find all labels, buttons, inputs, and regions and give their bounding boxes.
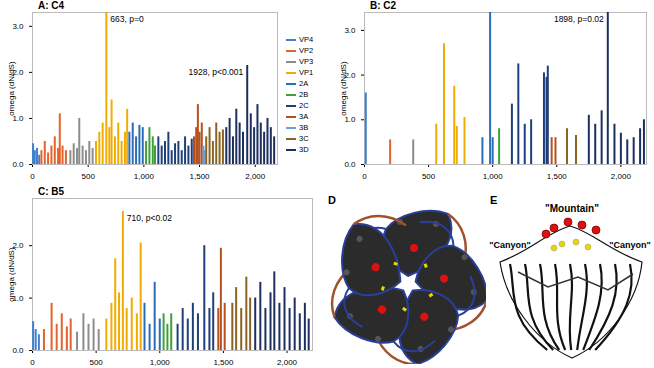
html-text:2C: 2C	[299, 101, 309, 110]
html-text:B: C2: B: C2	[370, 0, 397, 11]
html-text:C: B5: C: B5	[38, 186, 65, 197]
svg-text:3.0: 3.0	[12, 22, 24, 31]
html-text:VP1: VP1	[299, 68, 314, 77]
svg-text:0.0: 0.0	[344, 160, 356, 169]
svg-text:3.0: 3.0	[344, 26, 356, 35]
svg-text:2,000: 2,000	[277, 358, 298, 367]
svg-text:2.0: 2.0	[12, 67, 24, 77]
svg-text:1,500: 1,500	[190, 172, 211, 181]
html-text:2B: 2B	[299, 90, 309, 99]
svg-text:1,000: 1,000	[483, 172, 504, 181]
svg-text:1.0: 1.0	[344, 115, 356, 124]
html-text:VP3: VP3	[299, 57, 314, 66]
html-text:2A: 2A	[299, 79, 309, 88]
svg-text:1,500: 1,500	[213, 358, 234, 367]
svg-text:1,500: 1,500	[547, 172, 568, 181]
html-text:VP2: VP2	[299, 46, 314, 55]
html-text:A: C4: A: C4	[38, 0, 65, 11]
svg-text:1898, p=0.02: 1898, p=0.02	[554, 14, 604, 24]
svg-text:"Mountain": "Mountain"	[545, 203, 599, 214]
html-text:3B: 3B	[299, 123, 309, 132]
svg-text:663, p=0: 663, p=0	[110, 14, 144, 24]
svg-text:1.0: 1.0	[12, 293, 24, 303]
html-text:3C: 3C	[299, 134, 309, 143]
svg-text:500: 500	[422, 172, 436, 181]
html-text:VP4: VP4	[299, 35, 314, 44]
html-text:3A: 3A	[299, 112, 309, 121]
svg-text:2.0: 2.0	[344, 70, 356, 80]
svg-text:500: 500	[82, 172, 96, 181]
svg-text:1928, p<0.001: 1928, p<0.001	[189, 67, 244, 77]
svg-text:omega (dN/dS): omega (dN/dS)	[7, 247, 16, 302]
svg-text:0: 0	[30, 358, 35, 367]
svg-text:710, p<0.02: 710, p<0.02	[127, 213, 172, 223]
svg-text:0: 0	[30, 172, 35, 181]
svg-text:D: D	[328, 194, 336, 206]
svg-text:E: E	[490, 194, 497, 206]
svg-text:0.0: 0.0	[12, 346, 24, 355]
svg-text:2.0: 2.0	[12, 241, 24, 251]
html-text:3D: 3D	[299, 145, 309, 154]
svg-text:1,000: 1,000	[150, 358, 171, 367]
svg-text:0: 0	[362, 172, 367, 181]
svg-text:1.0: 1.0	[12, 114, 24, 123]
svg-text:"Canyon": "Canyon"	[489, 240, 531, 250]
svg-text:2,000: 2,000	[245, 172, 266, 181]
svg-text:omega (dN/dS): omega (dN/dS)	[339, 61, 348, 116]
svg-text:0.0: 0.0	[12, 160, 24, 169]
svg-text:2,000: 2,000	[611, 172, 632, 181]
svg-text:500: 500	[89, 358, 103, 367]
svg-text:1,000: 1,000	[134, 172, 155, 181]
svg-text:"Canyon": "Canyon"	[609, 240, 651, 250]
svg-text:omega (dN/dS): omega (dN/dS)	[7, 61, 16, 116]
